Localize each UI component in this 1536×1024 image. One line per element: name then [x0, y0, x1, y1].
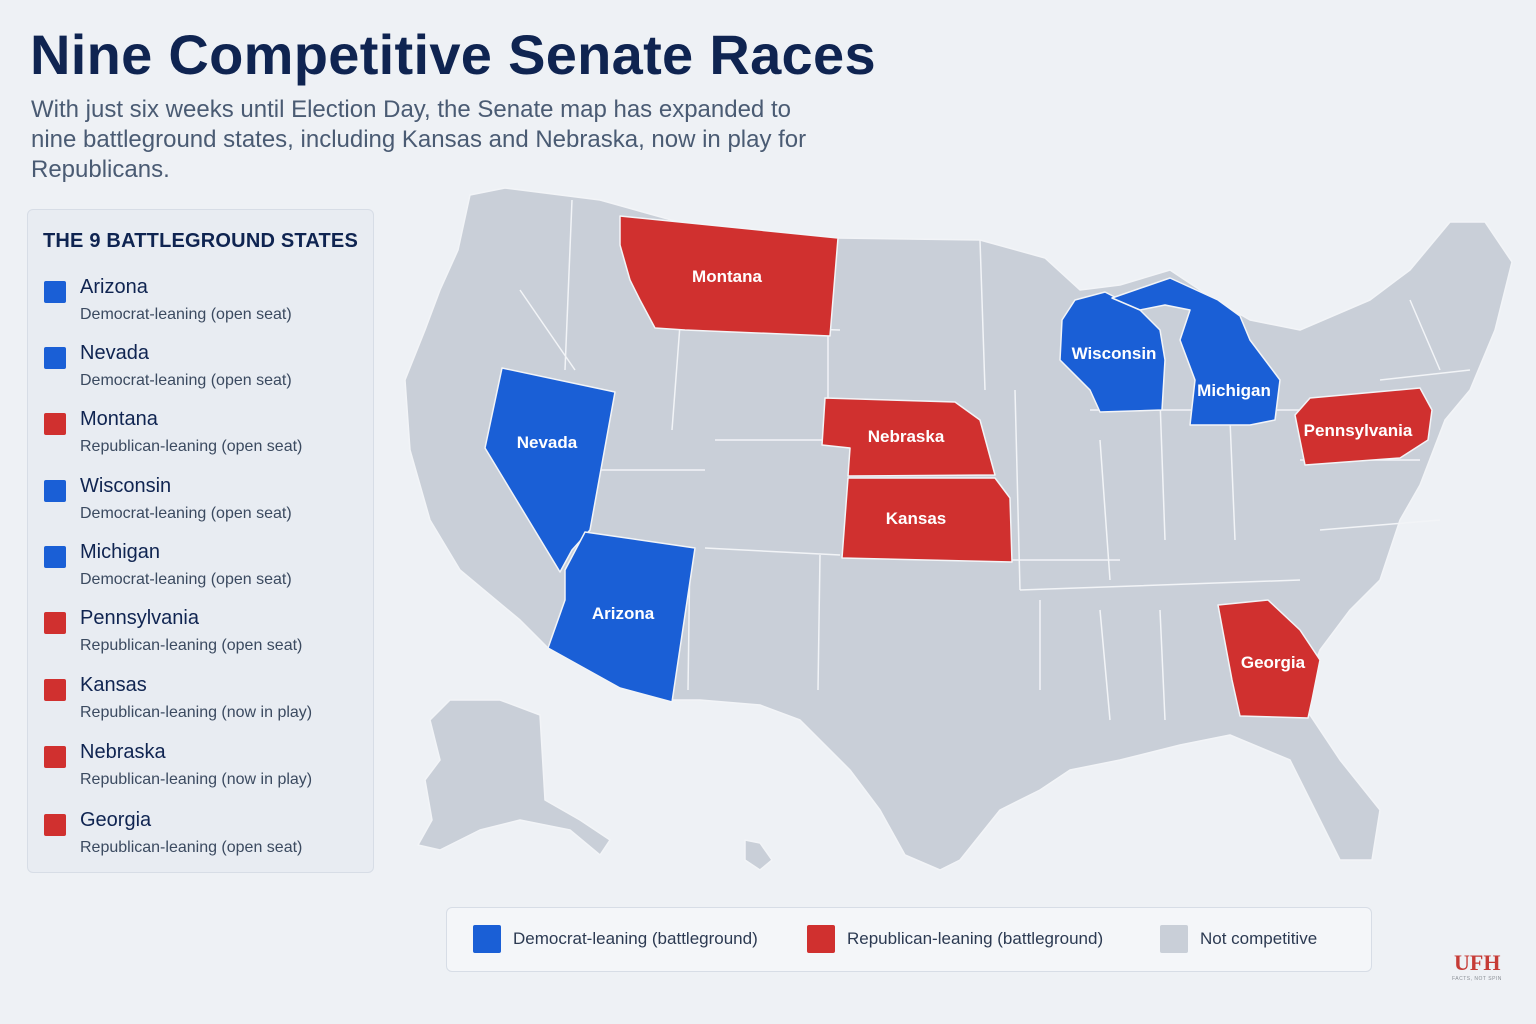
state-name: Pennsylvania — [80, 607, 199, 629]
legend-label-dem: Democrat-leaning (battleground) — [513, 929, 758, 948]
legend-swatch-dem — [473, 925, 501, 953]
state-status: Republican-leaning (open seat) — [80, 839, 303, 856]
party-swatch — [44, 746, 66, 768]
state-status: Democrat-leaning (open seat) — [80, 306, 292, 323]
legend-swatch-rep — [807, 925, 835, 953]
us-map: Montana Nevada Arizona Nebraska Kansas W… — [400, 180, 1536, 900]
page-subtitle: With just six weeks until Election Day, … — [31, 96, 807, 183]
state-status: Republican-leaning (now in play) — [80, 704, 313, 721]
hawaii-shape — [744, 839, 773, 871]
list-item-pennsylvania: Pennsylvania Republican-leaning (open se… — [44, 604, 364, 664]
state-name: Kansas — [80, 674, 147, 696]
page-title: Nine Competitive Senate Races — [30, 23, 876, 86]
legend-swatch-none — [1160, 925, 1188, 953]
nebraska-shape — [821, 397, 996, 477]
state-status: Republican-leaning (now in play) — [80, 771, 313, 788]
panel-heading: THE 9 BATTLEGROUND STATES — [43, 230, 358, 252]
party-swatch — [44, 281, 66, 303]
party-swatch — [44, 612, 66, 634]
state-name: Nevada — [80, 342, 149, 364]
map-label-georgia: Georgia — [1241, 653, 1306, 672]
us-map-svg: Montana Nevada Arizona Nebraska Kansas W… — [404, 187, 1513, 871]
michigan-shape — [1111, 277, 1281, 426]
state-status: Democrat-leaning (open seat) — [80, 372, 292, 389]
map-label-nebraska: Nebraska — [868, 427, 945, 446]
list-item-montana: Montana Republican-leaning (open seat) — [44, 405, 364, 465]
georgia-shape — [1217, 599, 1321, 719]
map-label-wisconsin: Wisconsin — [1072, 344, 1157, 363]
party-swatch — [44, 679, 66, 701]
map-label-arizona: Arizona — [592, 604, 655, 623]
list-item-georgia: Georgia Republican-leaning (open seat) — [44, 806, 364, 866]
list-item-kansas: Kansas Republican-leaning (now in play) — [44, 671, 364, 731]
state-name: Arizona — [80, 276, 148, 298]
map-label-montana: Montana — [692, 267, 762, 286]
kansas-shape — [841, 477, 1013, 563]
party-swatch — [44, 814, 66, 836]
state-name: Wisconsin — [80, 475, 172, 497]
pennsylvania-shape — [1294, 387, 1433, 466]
nevada-shape — [484, 367, 616, 573]
state-status: Republican-leaning (open seat) — [80, 637, 303, 654]
arizona-shape — [547, 531, 696, 703]
map-label-michigan: Michigan — [1197, 381, 1271, 400]
party-swatch — [44, 480, 66, 502]
list-item-nevada: Nevada Democrat-leaning (open seat) — [44, 339, 364, 399]
state-status: Democrat-leaning (open seat) — [80, 505, 292, 522]
list-item-nebraska: Nebraska Republican-leaning (now in play… — [44, 738, 364, 798]
logo-wordmark: UFH — [1454, 950, 1501, 975]
list-item-arizona: Arizona Democrat-leaning (open seat) — [44, 273, 364, 333]
legend-label-rep: Republican-leaning (battleground) — [847, 929, 1104, 948]
map-label-kansas: Kansas — [886, 509, 946, 528]
map-label-pennsylvania: Pennsylvania — [1304, 421, 1413, 440]
list-item-wisconsin: Wisconsin Democrat-leaning (open seat) — [44, 472, 364, 532]
party-swatch — [44, 347, 66, 369]
battleground-list-panel: THE 9 BATTLEGROUND STATES Arizona Democr… — [27, 209, 374, 873]
list-item-michigan: Michigan Democrat-leaning (open seat) — [44, 538, 364, 598]
logo-tagline: FACTS, NOT SPIN — [1452, 976, 1502, 982]
state-name: Georgia — [80, 809, 152, 831]
state-status: Republican-leaning (open seat) — [80, 438, 303, 455]
party-swatch — [44, 413, 66, 435]
montana-shape — [619, 215, 839, 337]
map-label-nevada: Nevada — [517, 433, 578, 452]
state-name: Montana — [80, 408, 158, 430]
party-swatch — [44, 546, 66, 568]
legend-label-none: Not competitive — [1200, 929, 1318, 948]
state-name: Michigan — [80, 541, 161, 563]
state-name: Nebraska — [80, 741, 166, 763]
state-status: Democrat-leaning (open seat) — [80, 571, 292, 588]
alaska-shape — [417, 699, 611, 856]
brand-logo: UFH FACTS, NOT SPIN — [1450, 950, 1512, 986]
map-legend: Democrat-leaning (battleground) Republic… — [446, 907, 1372, 972]
